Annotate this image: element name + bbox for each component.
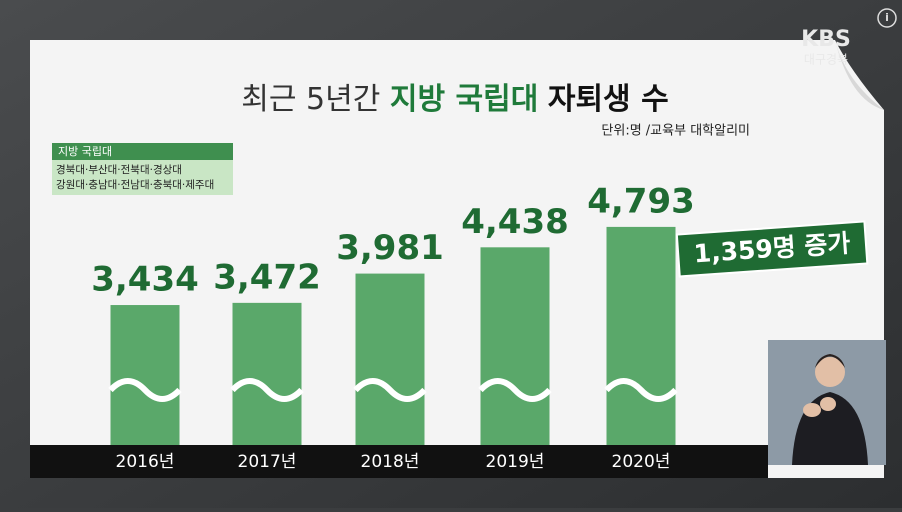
bar-break <box>108 378 182 402</box>
legend-header <box>52 143 233 160</box>
x-tick-label: 2017년 <box>238 452 297 472</box>
bar-break <box>230 378 304 402</box>
interpreter-head <box>815 357 845 387</box>
annotation-box <box>675 220 869 278</box>
legend-body <box>52 160 233 195</box>
info-icon-label[interactable]: i <box>885 11 889 24</box>
interpreter <box>768 340 886 465</box>
value-label: 4,438 <box>461 202 569 242</box>
value-label: 3,434 <box>91 260 199 300</box>
legend-line: 강원대·충남대·전남대·충북대·제주대 <box>56 179 214 191</box>
x-tick-label: 2020년 <box>612 452 671 472</box>
x-tick-label: 2016년 <box>116 452 175 472</box>
unit-note: 단위:명 /교육부 대학알리미 <box>601 124 750 139</box>
logo-region: 대구경북 <box>804 53 848 67</box>
bar <box>232 302 302 445</box>
bar <box>606 226 676 445</box>
value-label: 4,793 <box>587 181 695 221</box>
legend-line: 경북대·부산대·전북대·경상대 <box>56 163 182 176</box>
title-highlight: 지방 국립대 <box>390 82 538 117</box>
bar-break <box>478 378 552 402</box>
value-label: 3,472 <box>213 257 321 297</box>
bar-break <box>604 378 678 402</box>
title-start: 최근 5년간 <box>241 82 380 117</box>
bar-break <box>353 378 427 402</box>
bar <box>110 305 180 445</box>
interpreter-hand <box>803 403 821 417</box>
logo: KBS <box>801 27 851 52</box>
year-strip <box>30 445 768 478</box>
chart-title: 최근 5년간 지방 국립대 자퇴생 수 <box>241 82 668 117</box>
x-tick-label: 2018년 <box>361 452 420 472</box>
bar <box>355 273 425 445</box>
annotation-group: 1,359명 증가 <box>675 220 869 278</box>
info-icon[interactable] <box>877 8 897 28</box>
interpreter-hair <box>815 354 845 368</box>
bar <box>480 247 550 445</box>
legend-title: 지방 국립대 <box>58 145 112 158</box>
title-end: 자퇴생 수 <box>548 82 669 117</box>
x-tick-label: 2019년 <box>486 452 545 472</box>
value-label: 3,981 <box>336 228 444 268</box>
interpreter-hand <box>820 397 836 411</box>
